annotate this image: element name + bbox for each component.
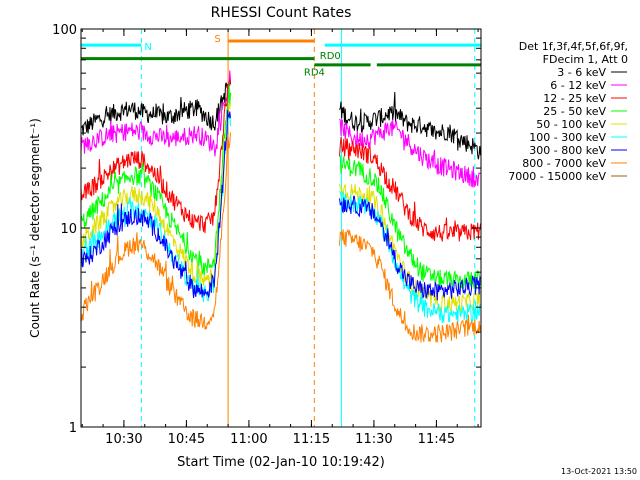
bar-label-RD4: RD4 xyxy=(304,68,325,79)
series-line-12-25keV xyxy=(80,80,481,242)
bar-label-S: S xyxy=(214,34,220,45)
legend-entry-label-1: 6 - 12 keV xyxy=(550,79,606,92)
bar-label-N: N xyxy=(144,42,151,53)
x-axis-label: Start Time (02-Jan-10 10:19:42) xyxy=(177,455,385,470)
y-tick-label-2: 100 xyxy=(52,23,77,38)
legend-entry-label-6: 300 - 800 keV xyxy=(529,144,606,157)
axis-layer: 10:30 10:45 11:00 11:15 11:30 11:45 1 10 100 xyxy=(52,23,481,447)
series-layer xyxy=(80,70,481,343)
legend-header-0: Det 1f,3f,4f,5f,6f,9f, xyxy=(519,40,628,53)
x-tick-label-0: 10:30 xyxy=(105,432,142,447)
x-tick-label-4: 11:30 xyxy=(355,432,392,447)
series-line-3-6keV xyxy=(81,77,481,160)
legend: Det 1f,3f,4f,5f,6f,9f,FDecim 1, Att 03 -… xyxy=(508,40,628,183)
legend-entry-label-7: 800 - 7000 keV xyxy=(522,157,606,170)
legend-entry-label-5: 100 - 300 keV xyxy=(529,131,606,144)
legend-header-1: FDecim 1, Att 0 xyxy=(543,53,628,66)
series-line-300-800keV xyxy=(80,109,481,301)
chart-title: RHESSI Count Rates xyxy=(211,5,352,21)
x-tick-label-1: 10:45 xyxy=(168,432,205,447)
x-tick-label-5: 11:45 xyxy=(418,432,455,447)
series-line-800-7000keV xyxy=(80,132,481,343)
legend-entry-label-3: 25 - 50 keV xyxy=(543,105,606,118)
y-tick-label-1: 10 xyxy=(60,222,77,237)
series-line-25-50keV xyxy=(80,83,481,291)
legend-entry-label-0: 3 - 6 keV xyxy=(557,66,606,79)
x-tick-label-2: 11:00 xyxy=(230,432,267,447)
series-line-50-100keV xyxy=(80,102,481,313)
attenuator-bar-layer: N S RD4 RD0 xyxy=(81,34,481,79)
y-tick-label-0: 1 xyxy=(69,421,77,436)
bar-label-RD0: RD0 xyxy=(320,51,341,62)
footer-timestamp: 13-Oct-2021 13:50 xyxy=(561,467,637,476)
x-tick-label-3: 11:15 xyxy=(293,432,330,447)
legend-entry-label-8: 7000 - 15000 keV xyxy=(508,170,606,183)
legend-entry-label-4: 50 - 100 keV xyxy=(536,118,606,131)
legend-entry-label-2: 12 - 25 keV xyxy=(543,92,606,105)
y-axis-label: Count Rate (s⁻¹ detector segment⁻¹) xyxy=(28,118,42,338)
